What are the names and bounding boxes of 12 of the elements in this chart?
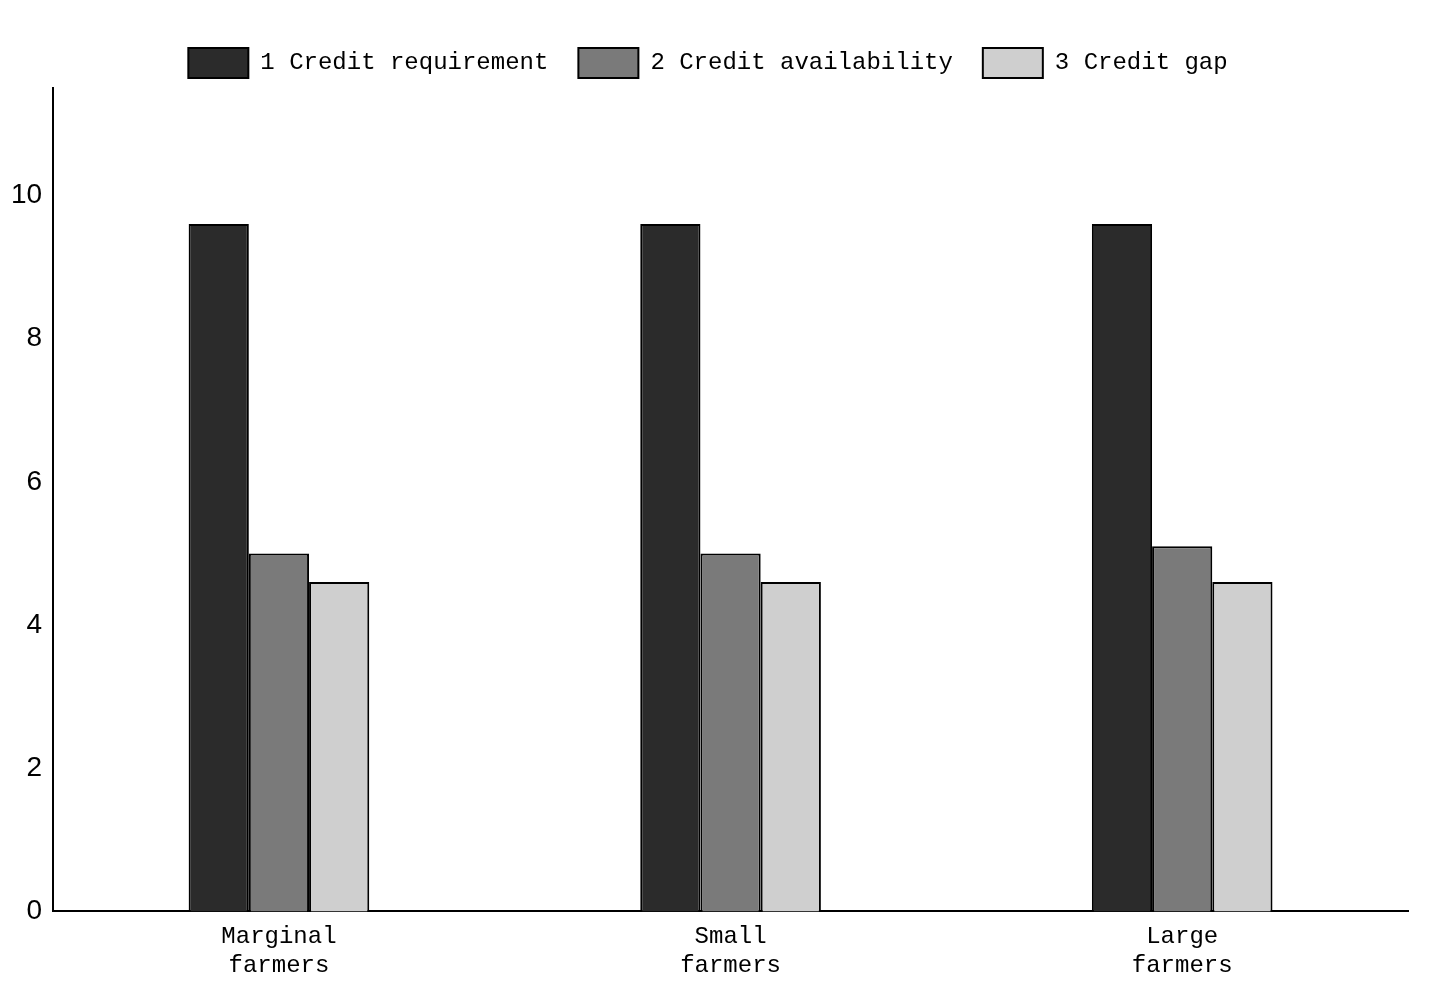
y-tick-label: 4 <box>26 607 43 639</box>
y-tick-label: 0 <box>26 894 43 926</box>
y-tick-label: 10 <box>10 178 43 210</box>
x-tick-label: Small farmers <box>680 923 781 979</box>
legend-label: 3 Credit gap <box>1054 49 1228 77</box>
x-tick-label: Marginal farmers <box>221 923 337 979</box>
legend-label: 2 Credit availability <box>650 49 953 77</box>
y-tick-label: 8 <box>26 321 43 353</box>
y-tick-label: 6 <box>26 464 43 496</box>
legend-label: 1 Credit requirement <box>260 49 549 77</box>
y-tick-label: 2 <box>26 750 43 782</box>
x-tick-label: Large farmers <box>1131 923 1233 979</box>
